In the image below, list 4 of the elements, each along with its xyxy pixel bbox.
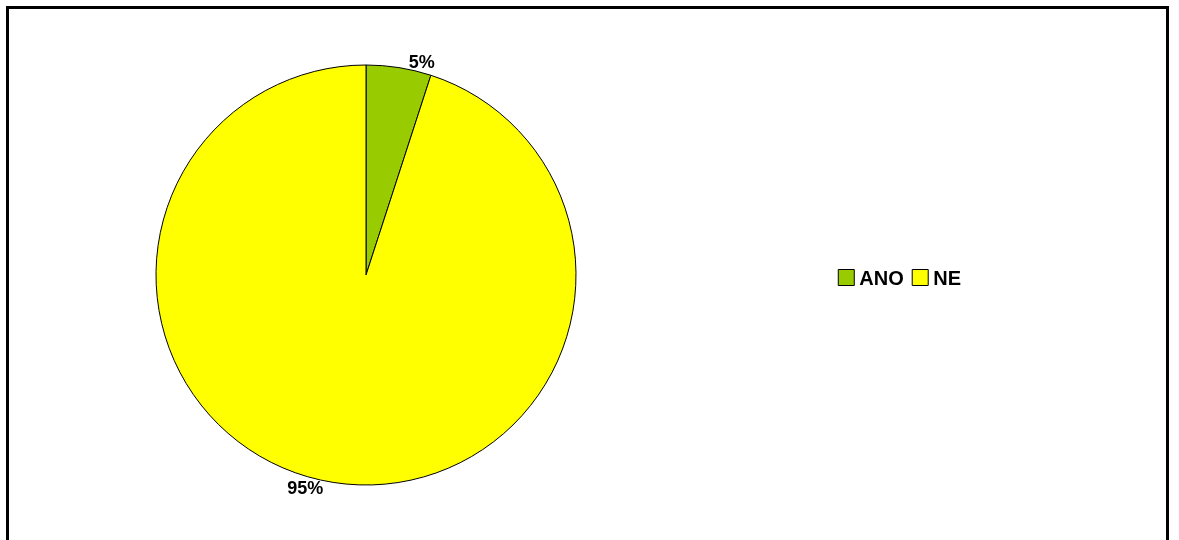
data-label: 95% [287, 478, 324, 499]
legend-label: NE [933, 266, 962, 289]
legend-label: ANO [859, 266, 904, 289]
data-label: 5% [408, 51, 435, 72]
